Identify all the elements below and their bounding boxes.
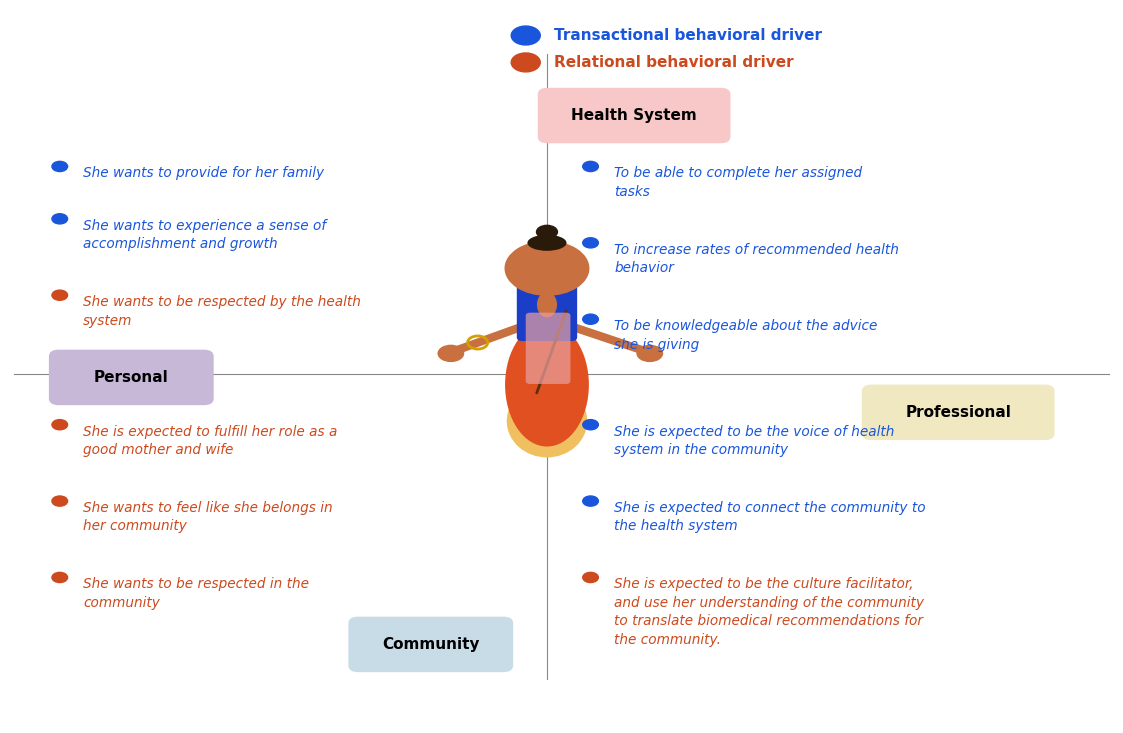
Ellipse shape: [528, 235, 566, 251]
Text: To increase rates of recommended health
behavior: To increase rates of recommended health …: [614, 243, 898, 275]
Text: She is expected to be the voice of health
system in the community: She is expected to be the voice of healt…: [614, 424, 894, 457]
Text: To be able to complete her assigned
tasks: To be able to complete her assigned task…: [614, 166, 862, 199]
Text: She is expected to fulfill her role as a
good mother and wife: She is expected to fulfill her role as a…: [83, 424, 338, 457]
Circle shape: [511, 53, 540, 72]
Text: She wants to feel like she belongs in
her community: She wants to feel like she belongs in he…: [83, 501, 332, 534]
Ellipse shape: [505, 323, 588, 446]
Text: Professional: Professional: [905, 405, 1011, 420]
FancyBboxPatch shape: [526, 313, 570, 384]
Text: Transactional behavioral driver: Transactional behavioral driver: [554, 28, 822, 43]
FancyBboxPatch shape: [539, 89, 730, 142]
Circle shape: [504, 240, 590, 296]
Circle shape: [52, 496, 67, 507]
Circle shape: [52, 290, 67, 301]
Text: She wants to be respected in the
community: She wants to be respected in the communi…: [83, 578, 309, 610]
Text: Community: Community: [382, 637, 480, 652]
Text: She wants to experience a sense of
accomplishment and growth: She wants to experience a sense of accom…: [83, 219, 327, 251]
FancyArrowPatch shape: [455, 328, 520, 351]
FancyBboxPatch shape: [49, 350, 213, 405]
Circle shape: [583, 496, 599, 507]
Text: She wants to be respected by the health
system: She wants to be respected by the health …: [83, 295, 362, 328]
Ellipse shape: [537, 292, 557, 317]
Circle shape: [583, 314, 599, 324]
FancyBboxPatch shape: [517, 283, 577, 341]
Circle shape: [52, 161, 67, 172]
Text: She is expected to connect the community to
the health system: She is expected to connect the community…: [614, 501, 925, 534]
Text: To be knowledgeable about the advice
she is giving: To be knowledgeable about the advice she…: [614, 319, 877, 352]
Text: Health System: Health System: [572, 108, 697, 123]
Circle shape: [52, 419, 67, 430]
Text: She is expected to be the culture facilitator,
and use her understanding of the : She is expected to be the culture facili…: [614, 578, 924, 647]
FancyBboxPatch shape: [862, 386, 1053, 439]
Text: Personal: Personal: [94, 370, 168, 385]
Circle shape: [583, 161, 599, 172]
Circle shape: [583, 419, 599, 430]
Circle shape: [583, 572, 599, 583]
Ellipse shape: [506, 385, 587, 457]
Circle shape: [438, 345, 464, 362]
Text: She wants to provide for her family: She wants to provide for her family: [83, 166, 325, 180]
Circle shape: [637, 345, 664, 362]
Circle shape: [511, 26, 540, 45]
FancyArrowPatch shape: [574, 328, 645, 351]
Circle shape: [536, 224, 558, 239]
Circle shape: [52, 572, 67, 583]
FancyArrowPatch shape: [537, 311, 566, 393]
FancyBboxPatch shape: [349, 617, 512, 671]
Text: Relational behavioral driver: Relational behavioral driver: [554, 55, 793, 70]
Circle shape: [52, 214, 67, 224]
Circle shape: [583, 237, 599, 248]
